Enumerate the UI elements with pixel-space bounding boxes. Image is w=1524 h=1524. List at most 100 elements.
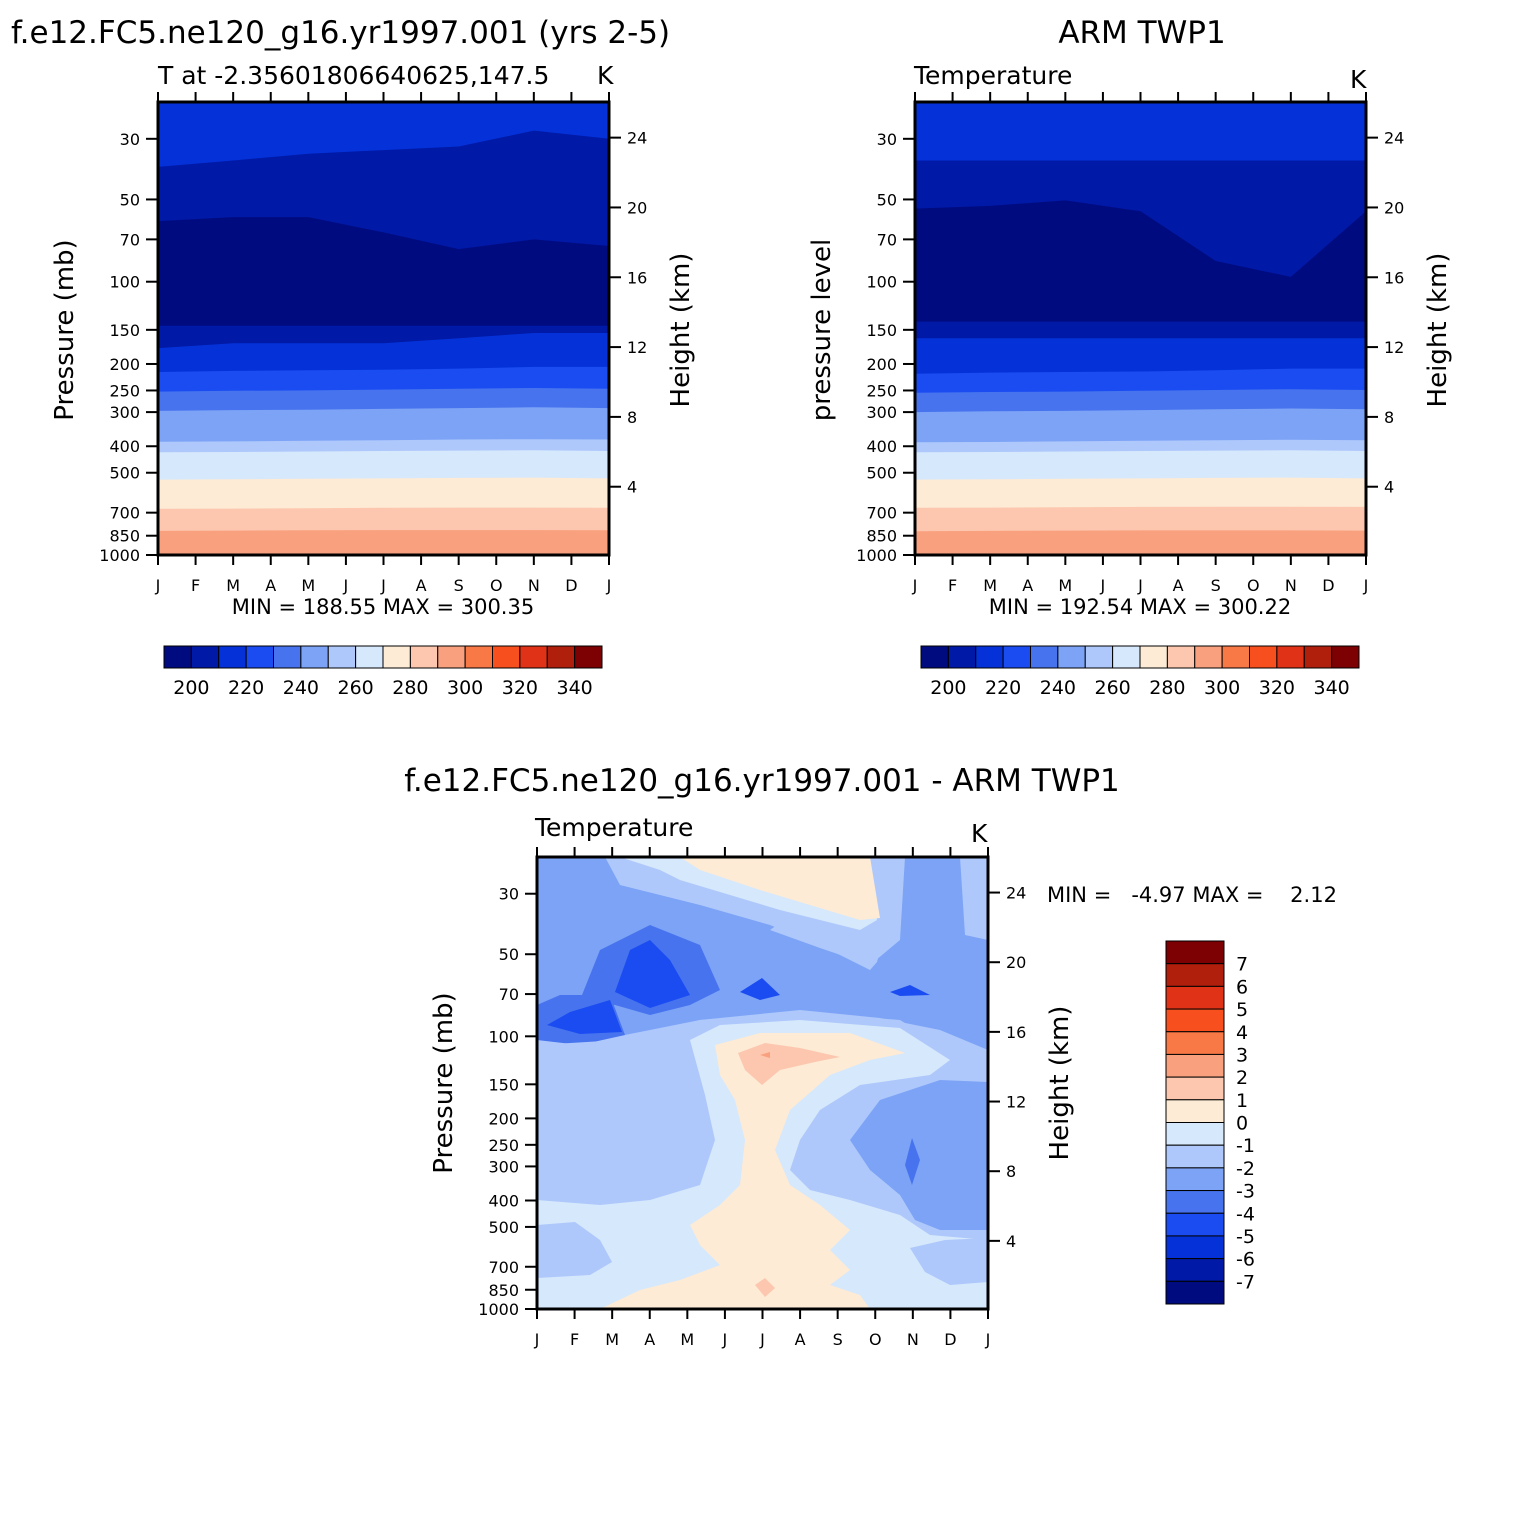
height-tick-label: 12 <box>627 338 647 357</box>
colorbar-swatch <box>1030 645 1059 669</box>
diff-region-plus1-b <box>755 1278 775 1297</box>
colorbar-swatch <box>1165 1212 1225 1237</box>
panel-diff-units: K <box>971 819 988 848</box>
colorbar-label: -1 <box>1236 1135 1255 1157</box>
colorbar-swatch <box>382 645 411 669</box>
month-tick-label: J <box>606 576 612 595</box>
panel-obs-units: K <box>1350 65 1367 94</box>
colorbar-swatch <box>163 645 192 669</box>
colorbar-swatch <box>492 645 521 669</box>
pressure-tick-label: 300 <box>488 1157 519 1176</box>
colorbar-label: 2 <box>1236 1067 1248 1089</box>
colorbar-swatch <box>190 645 220 669</box>
panel-model: f.e12.FC5.ne120_g16.yr1997.001 (yrs 2-5)… <box>11 15 696 699</box>
colorbar-swatch <box>546 645 576 669</box>
colorbar-swatch <box>1165 963 1225 987</box>
colorbar-label: 260 <box>337 677 373 699</box>
diff-region-top-positive <box>680 857 880 920</box>
colorbar-label: 340 <box>1313 677 1349 699</box>
month-tick-label: N <box>528 576 540 595</box>
colorbar-label: 7 <box>1236 954 1248 976</box>
pressure-tick-label: 100 <box>488 1027 519 1046</box>
month-tick-label: J <box>534 1330 540 1349</box>
panel-obs-subtitle-left: Temperature <box>913 61 1072 90</box>
height-tick-label: 20 <box>1384 198 1404 217</box>
pressure-tick-label: 70 <box>877 230 897 249</box>
panel-diff-ylabel-right: Height (km) <box>1045 1006 1075 1161</box>
colorbar-swatch <box>1166 645 1196 669</box>
colorbar-swatch <box>1331 645 1360 669</box>
colorbar-swatch <box>519 645 548 669</box>
colorbar-swatch <box>1002 645 1031 669</box>
diff-region-right-minus2 <box>960 857 988 940</box>
height-tick-label: 16 <box>1384 268 1404 287</box>
pressure-tick-label: 50 <box>499 945 519 964</box>
diff-region-lowleft-minus2 <box>537 1222 612 1278</box>
colorbar-swatch <box>1139 645 1168 669</box>
month-tick-label: A <box>1022 576 1033 595</box>
month-tick-label: N <box>1285 576 1297 595</box>
month-tick-label: M <box>605 1330 619 1349</box>
height-tick-label: 12 <box>1384 338 1404 357</box>
panel-model-ylabel-right: Height (km) <box>666 253 696 408</box>
pressure-tick-label: 500 <box>109 464 140 483</box>
colorbar-swatch <box>1249 645 1278 669</box>
diff-region-lowright-minus2 <box>910 1238 988 1285</box>
month-tick-label: J <box>1100 576 1106 595</box>
colorbar-label: 200 <box>173 677 209 699</box>
diff-region-plus2-a <box>760 1052 770 1058</box>
pressure-tick-label: 70 <box>499 985 519 1004</box>
panel-model-ylabel: Pressure (mb) <box>50 239 80 420</box>
colorbar-swatch <box>1165 1235 1225 1260</box>
panel-obs-ylabel-right: Height (km) <box>1423 253 1453 408</box>
colorbar-label: 320 <box>502 677 538 699</box>
pressure-tick-label: 50 <box>877 190 897 209</box>
height-tick-label: 8 <box>627 408 637 427</box>
panel-model-title: f.e12.FC5.ne120_g16.yr1997.001 (yrs 2-5) <box>11 15 670 51</box>
pressure-tick-label: 300 <box>109 403 140 422</box>
month-tick-label: J <box>1137 576 1143 595</box>
height-tick-label: 24 <box>1384 129 1404 148</box>
panel-diff-contour-fill <box>537 857 988 1309</box>
colorbar-label: 240 <box>1040 677 1076 699</box>
month-tick-label: J <box>985 1330 991 1349</box>
pressure-tick-label: 700 <box>866 504 897 523</box>
height-tick-label: 8 <box>1384 408 1394 427</box>
pressure-tick-label: 850 <box>866 527 897 546</box>
month-tick-label: S <box>454 576 464 595</box>
month-tick-label: A <box>795 1330 806 1349</box>
colorbar-label: 260 <box>1094 677 1130 699</box>
pressure-tick-label: 30 <box>120 130 140 149</box>
panel-diff-title: f.e12.FC5.ne120_g16.yr1997.001 - ARM TWP… <box>404 763 1120 799</box>
pressure-tick-label: 400 <box>109 437 140 456</box>
pressure-tick-label: 700 <box>488 1258 519 1277</box>
colorbar-label: 240 <box>283 677 319 699</box>
pressure-tick-label: 1000 <box>856 546 897 565</box>
colorbar-label: 200 <box>930 677 966 699</box>
colorbar-swatch <box>273 645 302 669</box>
pressure-tick-label: 200 <box>109 355 140 374</box>
height-tick-label: 4 <box>627 478 637 497</box>
pressure-tick-label: 500 <box>866 464 897 483</box>
pressure-tick-label: 200 <box>488 1109 519 1128</box>
colorbar-label: 4 <box>1236 1022 1248 1044</box>
diff-region-column-positive <box>600 1033 905 1309</box>
panel-diff-ylabel: Pressure (mb) <box>429 992 459 1173</box>
colorbar-label: 300 <box>1204 677 1240 699</box>
colorbar-label: -5 <box>1236 1226 1255 1248</box>
panel-diff-subtitle-left: Temperature <box>534 813 693 842</box>
panel-obs-colorbar: 200 220 240 260 280 300 320 340 <box>920 645 1360 699</box>
height-tick-label: 24 <box>627 129 647 148</box>
pressure-tick-label: 500 <box>488 1218 519 1237</box>
pressure-tick-label: 400 <box>488 1191 519 1210</box>
colorbar-label: -7 <box>1236 1271 1255 1293</box>
month-tick-label: F <box>948 576 957 595</box>
colorbar-swatch <box>1084 645 1114 669</box>
colorbar-label: -3 <box>1236 1181 1255 1203</box>
colorbar-label: 280 <box>1149 677 1185 699</box>
month-tick-label: O <box>490 576 503 595</box>
colorbar-label: 220 <box>985 677 1021 699</box>
colorbar-label: 220 <box>228 677 264 699</box>
